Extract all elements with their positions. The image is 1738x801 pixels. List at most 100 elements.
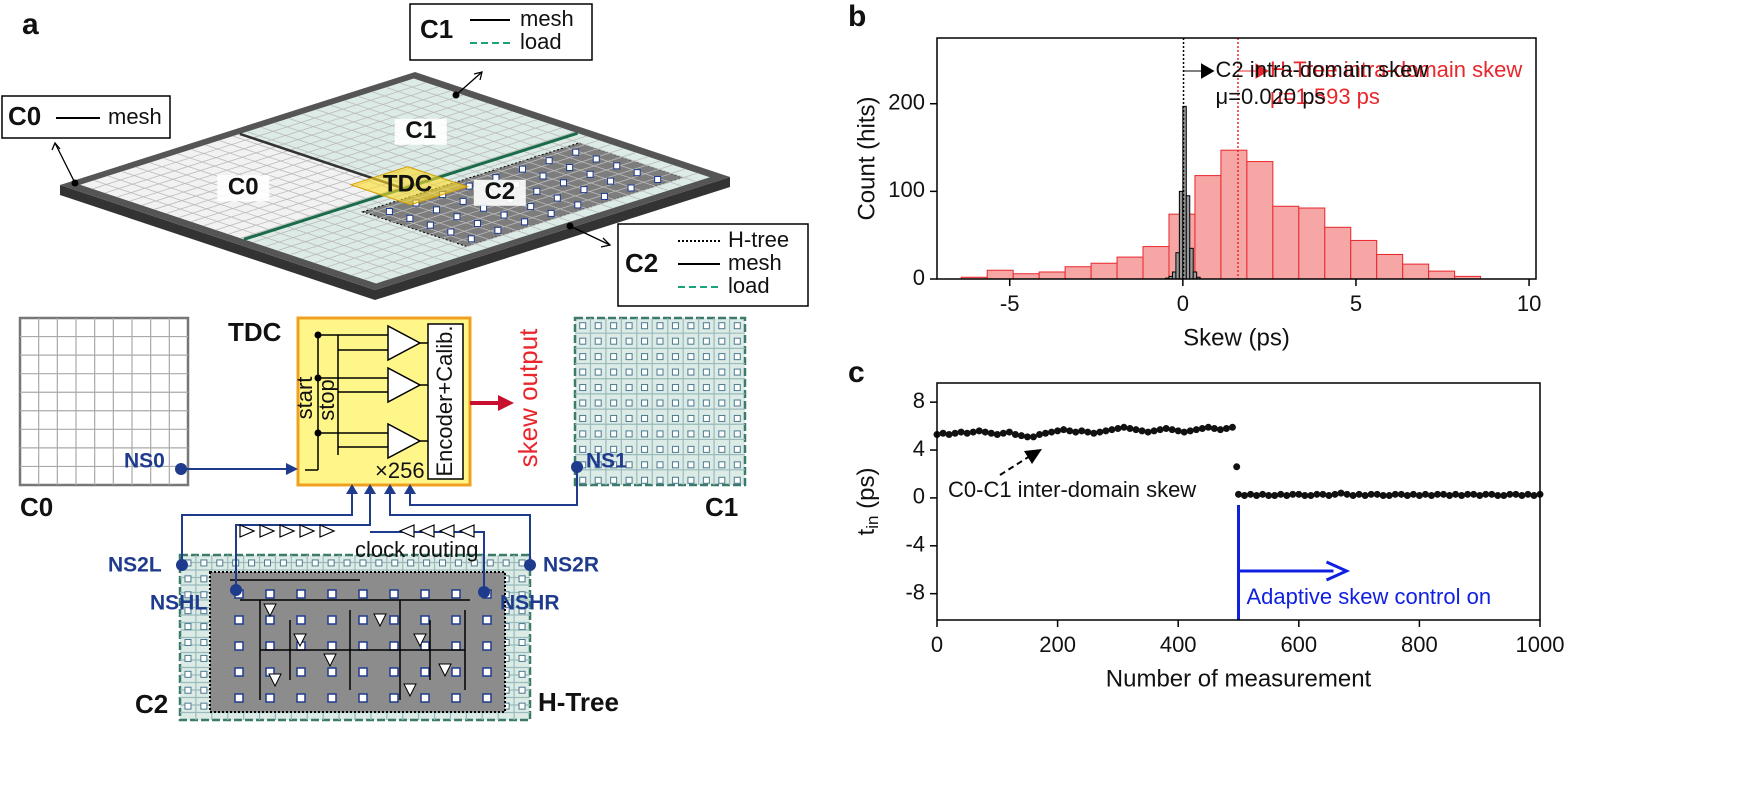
- mesh-cell: [518, 702, 526, 710]
- mesh-cell: [625, 353, 633, 361]
- tile-label: C1: [405, 117, 436, 144]
- mesh-cell: [502, 559, 510, 567]
- mesh-cell: [718, 353, 726, 361]
- htree-buffer: [323, 653, 337, 668]
- mesh-cell: [610, 414, 618, 422]
- point: [1072, 428, 1080, 436]
- mesh-cell: [391, 559, 399, 567]
- histogram-bar: [1038, 271, 1066, 280]
- point: [1265, 492, 1273, 500]
- mesh-cell: [718, 445, 726, 453]
- annotation: C2 intra-domain skew: [1216, 57, 1429, 82]
- mesh-cell: [594, 368, 602, 376]
- point: [1277, 490, 1285, 498]
- htree-cell: [358, 667, 368, 677]
- point: [1156, 426, 1164, 434]
- point: [1488, 490, 1496, 498]
- legend-title: C1: [420, 14, 453, 44]
- htree-wires: [230, 579, 470, 700]
- mesh-cell: [594, 445, 602, 453]
- htree-cell: [327, 693, 337, 703]
- tile-label-bg: [473, 179, 526, 206]
- panel-label: c: [848, 356, 865, 389]
- mesh-cell: [200, 654, 208, 662]
- mesh-cell: [594, 414, 602, 422]
- point: [1042, 429, 1050, 437]
- mesh-cell: [625, 399, 633, 407]
- x-tick-label: 0: [1177, 291, 1189, 316]
- point: [1470, 490, 1478, 498]
- mesh-cell: [733, 399, 741, 407]
- annotation: μ=0.020 ps: [1216, 84, 1326, 109]
- c2-mesh: [178, 553, 532, 722]
- mesh-cell: [733, 368, 741, 376]
- mesh-cell: [702, 461, 710, 469]
- histogram-bar: [1192, 271, 1198, 280]
- mesh-cell: [200, 702, 208, 710]
- point: [1476, 492, 1484, 500]
- node-label: NS2R: [543, 554, 599, 577]
- htree-cell: [451, 615, 461, 625]
- point: [1506, 490, 1514, 498]
- mesh-cell: [625, 445, 633, 453]
- iso-cell: [453, 213, 461, 221]
- point: [1150, 427, 1158, 435]
- mesh-cell: [733, 476, 741, 484]
- point: [1343, 490, 1351, 498]
- iso-cell: [539, 172, 547, 180]
- point: [1349, 492, 1357, 500]
- mesh-cell: [579, 445, 587, 453]
- htree-cell: [327, 615, 337, 625]
- histogram-bar: [1090, 262, 1118, 280]
- iso-cell: [426, 221, 434, 229]
- pointers: [51, 71, 612, 248]
- histogram-bar: [1178, 190, 1184, 280]
- event-label: Adaptive skew control on: [1247, 584, 1492, 609]
- point: [1397, 490, 1405, 498]
- mesh-cell: [184, 607, 192, 615]
- point: [1530, 492, 1538, 500]
- mesh-cell: [656, 476, 664, 484]
- mesh-cell: [656, 384, 664, 392]
- mesh-cell: [625, 337, 633, 345]
- point: [1464, 490, 1472, 498]
- iso-cell: [600, 192, 608, 200]
- point: [1325, 492, 1333, 500]
- mesh-cell: [625, 384, 633, 392]
- mesh-cell: [671, 337, 679, 345]
- legend-title: C2: [625, 248, 658, 278]
- y-axis-label-unit: (ps): [853, 468, 880, 516]
- point: [1289, 490, 1297, 498]
- iso-cell: [572, 148, 580, 156]
- mesh-cell: [439, 559, 446, 567]
- point: [1011, 430, 1019, 438]
- mesh-cell: [579, 384, 587, 392]
- x-tick-label: 1000: [1516, 632, 1565, 657]
- mesh-line: [363, 172, 698, 280]
- point: [1512, 490, 1520, 498]
- mesh-cell: [625, 322, 633, 330]
- histogram-bar: [1272, 205, 1300, 280]
- mesh-cell: [610, 368, 618, 376]
- point: [1168, 426, 1176, 434]
- y-axis-label: tin (ps): [853, 468, 882, 536]
- htree-cell: [358, 615, 368, 625]
- point: [1108, 426, 1116, 434]
- mesh-cell: [733, 414, 741, 422]
- mesh-cell: [718, 476, 726, 484]
- mesh-cell: [594, 353, 602, 361]
- iso-cell: [580, 186, 588, 194]
- htree-cell: [420, 667, 430, 677]
- iso-cell: [633, 169, 641, 177]
- point: [1295, 490, 1303, 498]
- point: [993, 430, 1001, 438]
- histogram-bar: [1012, 273, 1040, 280]
- histogram-bar: [1194, 175, 1222, 280]
- iso-cell: [627, 184, 635, 192]
- mesh-cell: [671, 322, 679, 330]
- x-tick-label: 400: [1160, 632, 1197, 657]
- mesh-cell: [579, 368, 587, 376]
- skew-output: skew output: [513, 328, 543, 468]
- point: [1518, 492, 1526, 500]
- point: [1331, 490, 1339, 498]
